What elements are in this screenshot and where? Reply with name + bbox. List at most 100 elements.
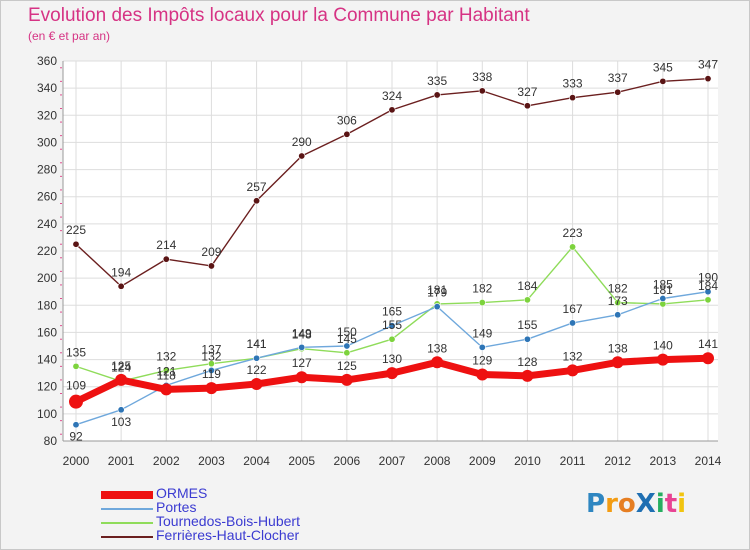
data-label: 290: [292, 135, 312, 149]
data-label: 337: [608, 71, 628, 85]
data-point: [478, 343, 486, 351]
data-label: 124: [111, 360, 131, 374]
data-label: 165: [382, 305, 402, 319]
data-point: [205, 382, 218, 395]
data-point: [566, 364, 579, 377]
data-label: 149: [292, 326, 312, 340]
legend-swatch: [101, 508, 153, 510]
data-point: [478, 87, 486, 95]
data-label: 125: [111, 359, 131, 373]
data-label: 122: [247, 363, 267, 377]
data-point: [431, 356, 444, 369]
legend-item: Ferrières-Haut-Clocher: [101, 527, 361, 543]
logo-letter: i: [655, 489, 665, 519]
data-label: 181: [653, 283, 673, 297]
y-tick-label: 100: [37, 407, 57, 421]
data-label: 127: [292, 356, 312, 370]
data-point: [656, 353, 669, 366]
data-label: 129: [472, 354, 492, 368]
chart-subtitle: (en € et par an): [28, 29, 111, 43]
data-point: [614, 311, 622, 319]
data-point: [340, 373, 353, 386]
data-point: [476, 368, 489, 381]
logo-letter: o: [617, 489, 636, 519]
data-point: [298, 152, 306, 160]
data-label: 345: [653, 60, 673, 74]
y-tick-label: 180: [37, 298, 57, 312]
data-label: 132: [563, 349, 583, 363]
data-label: 327: [517, 85, 537, 99]
y-tick-label: 200: [37, 271, 57, 285]
data-point: [388, 335, 396, 343]
data-point: [523, 296, 531, 304]
proxiti-logo: ProXiti: [586, 489, 686, 519]
legend-swatch: [101, 522, 153, 524]
data-label: 194: [111, 265, 131, 279]
data-point: [343, 349, 351, 357]
legend-label: Portes: [156, 499, 197, 515]
y-tick-label: 320: [37, 108, 57, 122]
data-point: [117, 282, 125, 290]
y-tick-label: 160: [37, 325, 57, 339]
data-label: 150: [337, 325, 357, 339]
data-label: 135: [66, 345, 86, 359]
x-tick-label: 2002: [153, 454, 180, 468]
data-label: 324: [382, 89, 402, 103]
data-label: 149: [472, 326, 492, 340]
data-point: [433, 303, 441, 311]
x-tick-label: 2010: [514, 454, 541, 468]
data-label: 138: [427, 341, 447, 355]
data-point: [704, 288, 712, 296]
data-label: 141: [247, 337, 267, 351]
data-label: 148: [292, 328, 312, 342]
data-point: [523, 102, 531, 110]
x-tick-label: 2012: [604, 454, 631, 468]
x-tick-label: 2000: [63, 454, 90, 468]
data-point: [162, 255, 170, 263]
data-label: 335: [427, 74, 447, 88]
data-label: 257: [247, 180, 267, 194]
line-chart: 80 100 120 140 160 180 200 220 240 260 280 300 320 34…: [37, 54, 722, 468]
data-point: [433, 91, 441, 99]
data-label: 209: [201, 245, 221, 259]
data-point: [117, 406, 125, 414]
data-label: 173: [608, 294, 628, 308]
data-label: 141: [247, 337, 267, 351]
x-tick-label: 2001: [108, 454, 135, 468]
logo-letter: P: [586, 489, 606, 519]
data-point: [207, 360, 215, 368]
x-tick-label: 2011: [560, 454, 586, 468]
y-tick-label: 220: [37, 244, 57, 258]
data-label: 128: [517, 355, 537, 369]
data-point: [611, 356, 624, 369]
logo-letter: t: [664, 489, 678, 519]
data-label: 130: [382, 352, 402, 366]
y-tick-label: 360: [37, 54, 57, 68]
data-point: [253, 354, 261, 362]
data-label: 185: [653, 278, 673, 292]
data-label: 184: [698, 279, 718, 293]
data-label: 155: [517, 318, 537, 332]
legend-label: ORMES: [156, 485, 208, 501]
data-point: [207, 262, 215, 270]
data-point: [207, 366, 215, 374]
data-point: [298, 343, 306, 351]
data-label: 347: [698, 58, 718, 72]
y-tick-label: 280: [37, 163, 57, 177]
data-point: [72, 240, 80, 248]
data-label: 121: [156, 364, 176, 378]
data-point: [343, 130, 351, 138]
data-point: [702, 352, 714, 365]
data-point: [569, 94, 577, 102]
legend-swatch: [101, 491, 153, 499]
data-point: [388, 322, 396, 330]
logo-letter: i: [677, 489, 687, 519]
y-tick-label: 120: [37, 380, 57, 394]
x-tick-label: 2009: [469, 454, 496, 468]
data-point: [521, 369, 534, 382]
y-tick-label: 340: [37, 81, 57, 95]
data-label: 181: [427, 283, 447, 297]
data-point: [253, 197, 261, 205]
chart-title: Evolution des Impôts locaux pour la Comm…: [28, 5, 530, 26]
